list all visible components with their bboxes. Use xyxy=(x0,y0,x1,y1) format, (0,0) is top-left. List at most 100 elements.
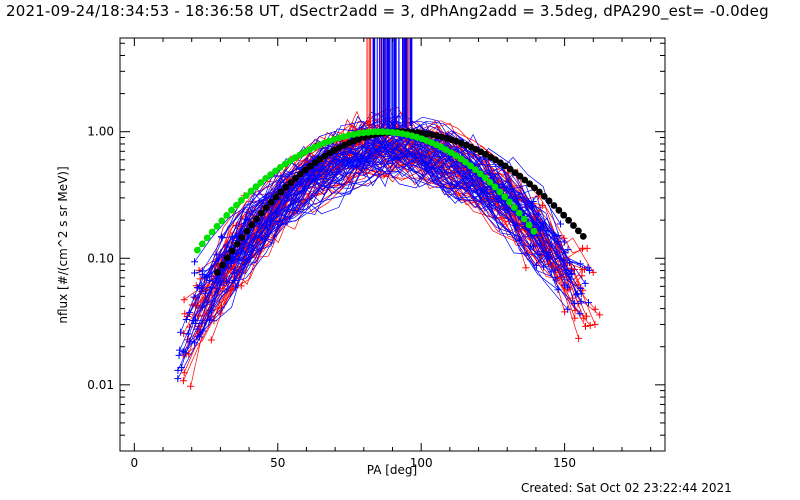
blue-trace xyxy=(194,132,566,286)
black-model-point xyxy=(526,180,533,188)
blue-trace xyxy=(204,132,534,278)
green-model-point xyxy=(218,217,226,225)
black-model-point xyxy=(575,227,582,235)
black-model-point xyxy=(311,159,319,167)
green-model-point xyxy=(369,128,377,136)
blue-plus-marker xyxy=(512,222,520,230)
black-model-point xyxy=(570,222,577,229)
blue-plus-marker xyxy=(196,284,204,292)
blue-trace xyxy=(210,136,559,311)
blue-trace xyxy=(209,157,581,315)
black-model-point xyxy=(233,240,241,248)
black-model-point xyxy=(531,184,538,192)
blue-plus-marker xyxy=(527,242,534,250)
green-model-point xyxy=(286,157,294,165)
green-model-point xyxy=(198,240,206,248)
red-plus-marker xyxy=(180,369,188,377)
blue-plus-marker xyxy=(561,281,569,289)
blue-plus-marker xyxy=(529,198,537,205)
blue-plus-marker xyxy=(567,270,575,278)
black-model-point xyxy=(540,193,548,200)
green-model-point xyxy=(457,155,465,163)
blue-plus-marker xyxy=(552,276,560,284)
blue-trace xyxy=(199,138,526,289)
black-model-point xyxy=(497,159,504,167)
red-plus-marker xyxy=(207,336,215,344)
green-model-point xyxy=(530,227,538,235)
black-model-point xyxy=(321,152,329,160)
red-plus-marker xyxy=(179,377,187,385)
blue-plus-marker xyxy=(174,366,182,374)
blue-plus-marker xyxy=(557,220,564,228)
green-model-point xyxy=(481,174,489,182)
black-model-point xyxy=(297,170,304,178)
black-model-point xyxy=(287,179,295,187)
x-tick-label: 100 xyxy=(410,456,433,470)
black-model-point xyxy=(272,193,280,201)
x-tick-label: 0 xyxy=(131,456,139,470)
blue-trace xyxy=(181,139,521,368)
black-model-point xyxy=(248,221,256,229)
red-plus-marker xyxy=(538,202,546,209)
black-model-point xyxy=(238,234,246,241)
black-model-point xyxy=(555,206,563,214)
blue-plus-marker xyxy=(574,290,582,298)
blue-plus-marker xyxy=(576,310,584,318)
green-model-point xyxy=(447,149,455,157)
blue-plus-marker xyxy=(572,291,580,299)
blue-plus-marker xyxy=(581,279,589,287)
blue-plus-marker xyxy=(560,238,568,246)
blue-plus-marker xyxy=(176,346,184,354)
black-model-point xyxy=(501,162,509,170)
green-model-point xyxy=(359,129,367,137)
green-model-point xyxy=(486,178,494,186)
red-plus-marker xyxy=(180,296,188,304)
green-model-point xyxy=(452,152,460,160)
y-tick-label: 0.10 xyxy=(87,251,114,265)
green-model-point xyxy=(496,188,504,196)
black-model-point xyxy=(536,188,543,196)
black-model-point xyxy=(301,166,309,174)
black-model-point xyxy=(282,183,290,191)
blue-plus-marker xyxy=(516,237,524,245)
blue-plus-marker xyxy=(564,246,572,254)
green-model-point xyxy=(233,201,240,209)
x-tick-label: 50 xyxy=(270,456,285,470)
blue-plus-marker xyxy=(534,250,542,258)
blue-trace xyxy=(189,145,589,342)
black-model-point xyxy=(258,209,265,217)
black-model-point xyxy=(316,155,324,163)
green-model-point xyxy=(511,204,518,211)
red-plus-marker xyxy=(579,244,586,252)
blue-plus-marker xyxy=(184,330,192,338)
black-model-point xyxy=(219,261,226,269)
black-model-point xyxy=(223,254,231,262)
black-model-point xyxy=(565,216,572,224)
green-model-point xyxy=(208,228,216,236)
blue-plus-marker xyxy=(177,328,185,336)
red-plus-marker xyxy=(522,264,530,272)
green-model-point xyxy=(506,198,513,206)
blue-plus-marker xyxy=(194,325,202,333)
black-model-point xyxy=(306,162,314,170)
blue-plus-marker xyxy=(566,259,574,267)
blue-plus-marker xyxy=(586,266,593,274)
blue-plus-marker xyxy=(236,248,244,256)
green-model-point xyxy=(272,167,279,175)
green-model-point xyxy=(203,234,211,242)
green-model-point xyxy=(237,196,245,204)
green-model-point xyxy=(515,209,523,217)
green-model-point xyxy=(252,183,260,191)
blue-trace xyxy=(237,142,544,268)
red-plus-marker xyxy=(596,311,604,319)
green-model-point xyxy=(267,171,274,179)
red-trace xyxy=(185,149,558,355)
green-model-point xyxy=(374,128,382,136)
red-plus-marker xyxy=(591,320,599,328)
blue-plus-marker xyxy=(577,298,585,306)
green-model-point xyxy=(262,175,270,182)
red-plus-marker xyxy=(589,268,597,276)
black-model-point xyxy=(292,174,299,182)
blue-plus-marker xyxy=(191,269,198,277)
blue-trace xyxy=(197,143,578,330)
